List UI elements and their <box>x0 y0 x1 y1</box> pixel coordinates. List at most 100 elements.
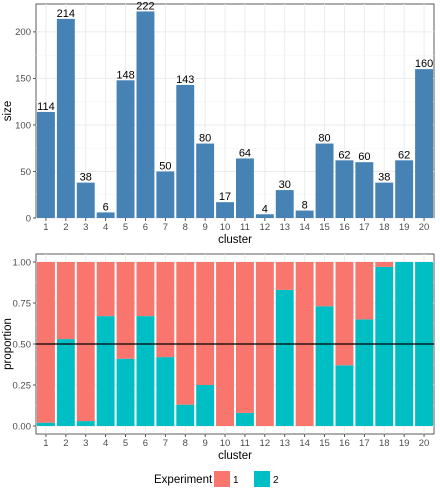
legend-swatch-2 <box>254 471 270 487</box>
proportion-bar-experiment-1 <box>156 262 175 358</box>
proportion-chart-x-tick-label: 7 <box>163 438 168 449</box>
size-bar-label: 38 <box>80 172 92 184</box>
size-bar <box>415 69 434 218</box>
proportion-chart-x-tick-label: 1 <box>43 438 48 449</box>
size-bar <box>255 214 274 218</box>
legend-label-1: 1 <box>233 475 239 486</box>
size-bar <box>116 80 135 218</box>
size-bar <box>235 158 254 218</box>
proportion-bar-experiment-2 <box>176 404 195 426</box>
size-bar <box>355 162 374 218</box>
proportion-chart-x-tick-label: 10 <box>220 438 231 449</box>
proportion-bar-experiment-1 <box>176 262 195 405</box>
size-chart-x-axis-label: cluster <box>218 234 252 246</box>
proportion-chart-x-ticks: 1 2 3 4 5 6 7 8 9 10 11 12 13 14 15 16 17 18 19 20 <box>43 434 429 449</box>
proportion-chart-x-tick-label: 9 <box>203 438 208 449</box>
proportion-chart-x-tick-label: 13 <box>279 438 290 449</box>
size-bar-label: 60 <box>358 151 370 163</box>
size-bar <box>335 160 354 218</box>
proportion-bar-experiment-2 <box>315 306 334 426</box>
proportion-chart-x-tick-label: 4 <box>103 438 108 449</box>
size-chart-x-tick-label: 13 <box>279 222 290 233</box>
proportion-chart-y-tick-label: 0.25 <box>13 380 32 391</box>
proportion-chart-y-tick-label: 1.00 <box>13 257 32 268</box>
proportion-bar-experiment-1 <box>275 262 294 290</box>
size-bar-label: 80 <box>318 133 330 145</box>
proportion-chart-x-tick-label: 5 <box>123 438 128 449</box>
size-bar-label: 143 <box>176 74 194 86</box>
size-bar-label: 17 <box>219 191 231 203</box>
size-bar-label: 114 <box>37 101 55 113</box>
proportion-chart: 0.000.250.500.751.00 1 2 3 4 5 6 7 8 9 10 11 12 13 14… <box>2 253 435 462</box>
proportion-chart-x-tick-label: 2 <box>63 438 68 449</box>
proportion-bar-experiment-2 <box>136 316 155 426</box>
size-bar-label: 62 <box>338 149 350 161</box>
size-chart-y-tick-label: 200 <box>15 27 31 38</box>
proportion-chart-x-tick-label: 19 <box>399 438 410 449</box>
proportion-chart-x-tick-label: 14 <box>299 438 310 449</box>
size-bar-label: 62 <box>398 149 410 161</box>
proportion-bar-experiment-1 <box>136 262 155 317</box>
size-chart-x-tick-label: 18 <box>379 222 390 233</box>
proportion-bar-experiment-2 <box>196 385 215 426</box>
size-chart-x-tick-label: 2 <box>63 222 68 233</box>
proportion-bar-experiment-1 <box>375 262 394 267</box>
size-chart-x-tick-label: 5 <box>123 222 128 233</box>
size-bar <box>216 202 235 218</box>
size-chart-x-tick-label: 20 <box>419 222 430 233</box>
proportion-chart-x-tick-label: 17 <box>359 438 370 449</box>
size-chart-y-ticks: 0 50 100 150 200 <box>15 27 36 224</box>
size-chart-x-tick-label: 1 <box>43 222 48 233</box>
size-bar <box>196 143 215 218</box>
proportion-bar-experiment-1 <box>96 262 115 317</box>
proportion-bar-experiment-1 <box>335 262 354 366</box>
proportion-chart-y-tick-label: 0.75 <box>13 298 32 309</box>
proportion-chart-x-tick-label: 3 <box>83 438 88 449</box>
size-chart-x-tick-label: 3 <box>83 222 88 233</box>
proportion-chart-x-tick-label: 12 <box>260 438 271 449</box>
proportion-bar-experiment-1 <box>235 262 254 413</box>
proportion-bar-experiment-2 <box>56 339 75 426</box>
size-bar <box>375 182 394 218</box>
proportion-bar-experiment-2 <box>36 422 55 426</box>
proportion-chart-x-axis-label: cluster <box>218 450 252 462</box>
proportion-chart-bars <box>36 262 434 426</box>
size-chart-x-ticks: 1 2 3 4 5 6 7 8 9 10 11 12 13 14 15 16 17 18 19 20 <box>43 218 429 233</box>
proportion-bar-experiment-2 <box>375 266 394 426</box>
size-chart-x-tick-label: 12 <box>260 222 271 233</box>
size-bar-label: 38 <box>378 172 390 184</box>
size-chart-y-tick-label: 50 <box>20 167 31 178</box>
size-bar <box>36 111 55 218</box>
proportion-chart-y-tick-label: 0.00 <box>13 421 32 432</box>
size-chart-x-tick-label: 9 <box>203 222 208 233</box>
proportion-bar-experiment-1 <box>196 262 215 385</box>
size-bar-label: 8 <box>302 200 308 212</box>
size-bar-label: 214 <box>57 8 75 20</box>
proportion-bar-experiment-2 <box>355 319 374 426</box>
size-chart-panel <box>35 3 435 219</box>
size-chart-x-tick-label: 15 <box>319 222 330 233</box>
size-bar-label: 50 <box>159 160 171 172</box>
size-chart-y-axis-label: size <box>2 101 14 121</box>
size-bar-label: 160 <box>415 58 433 70</box>
size-bar <box>395 160 414 218</box>
size-bar <box>76 182 95 218</box>
proportion-bar-experiment-1 <box>116 262 135 359</box>
proportion-chart-y-axis-label: proportion <box>2 318 14 370</box>
size-bar-label: 222 <box>136 0 154 12</box>
size-bar <box>275 190 294 218</box>
legend-title: Experiment <box>154 474 213 486</box>
proportion-chart-x-tick-label: 6 <box>143 438 148 449</box>
proportion-bar-experiment-2 <box>76 421 95 426</box>
size-chart-x-tick-label: 16 <box>339 222 350 233</box>
size-chart-x-tick-label: 19 <box>399 222 410 233</box>
proportion-bar-experiment-1 <box>355 262 374 320</box>
size-bar <box>176 84 195 219</box>
size-chart-x-tick-label: 8 <box>183 222 188 233</box>
size-chart-bars <box>36 11 434 219</box>
size-bar <box>315 143 334 218</box>
